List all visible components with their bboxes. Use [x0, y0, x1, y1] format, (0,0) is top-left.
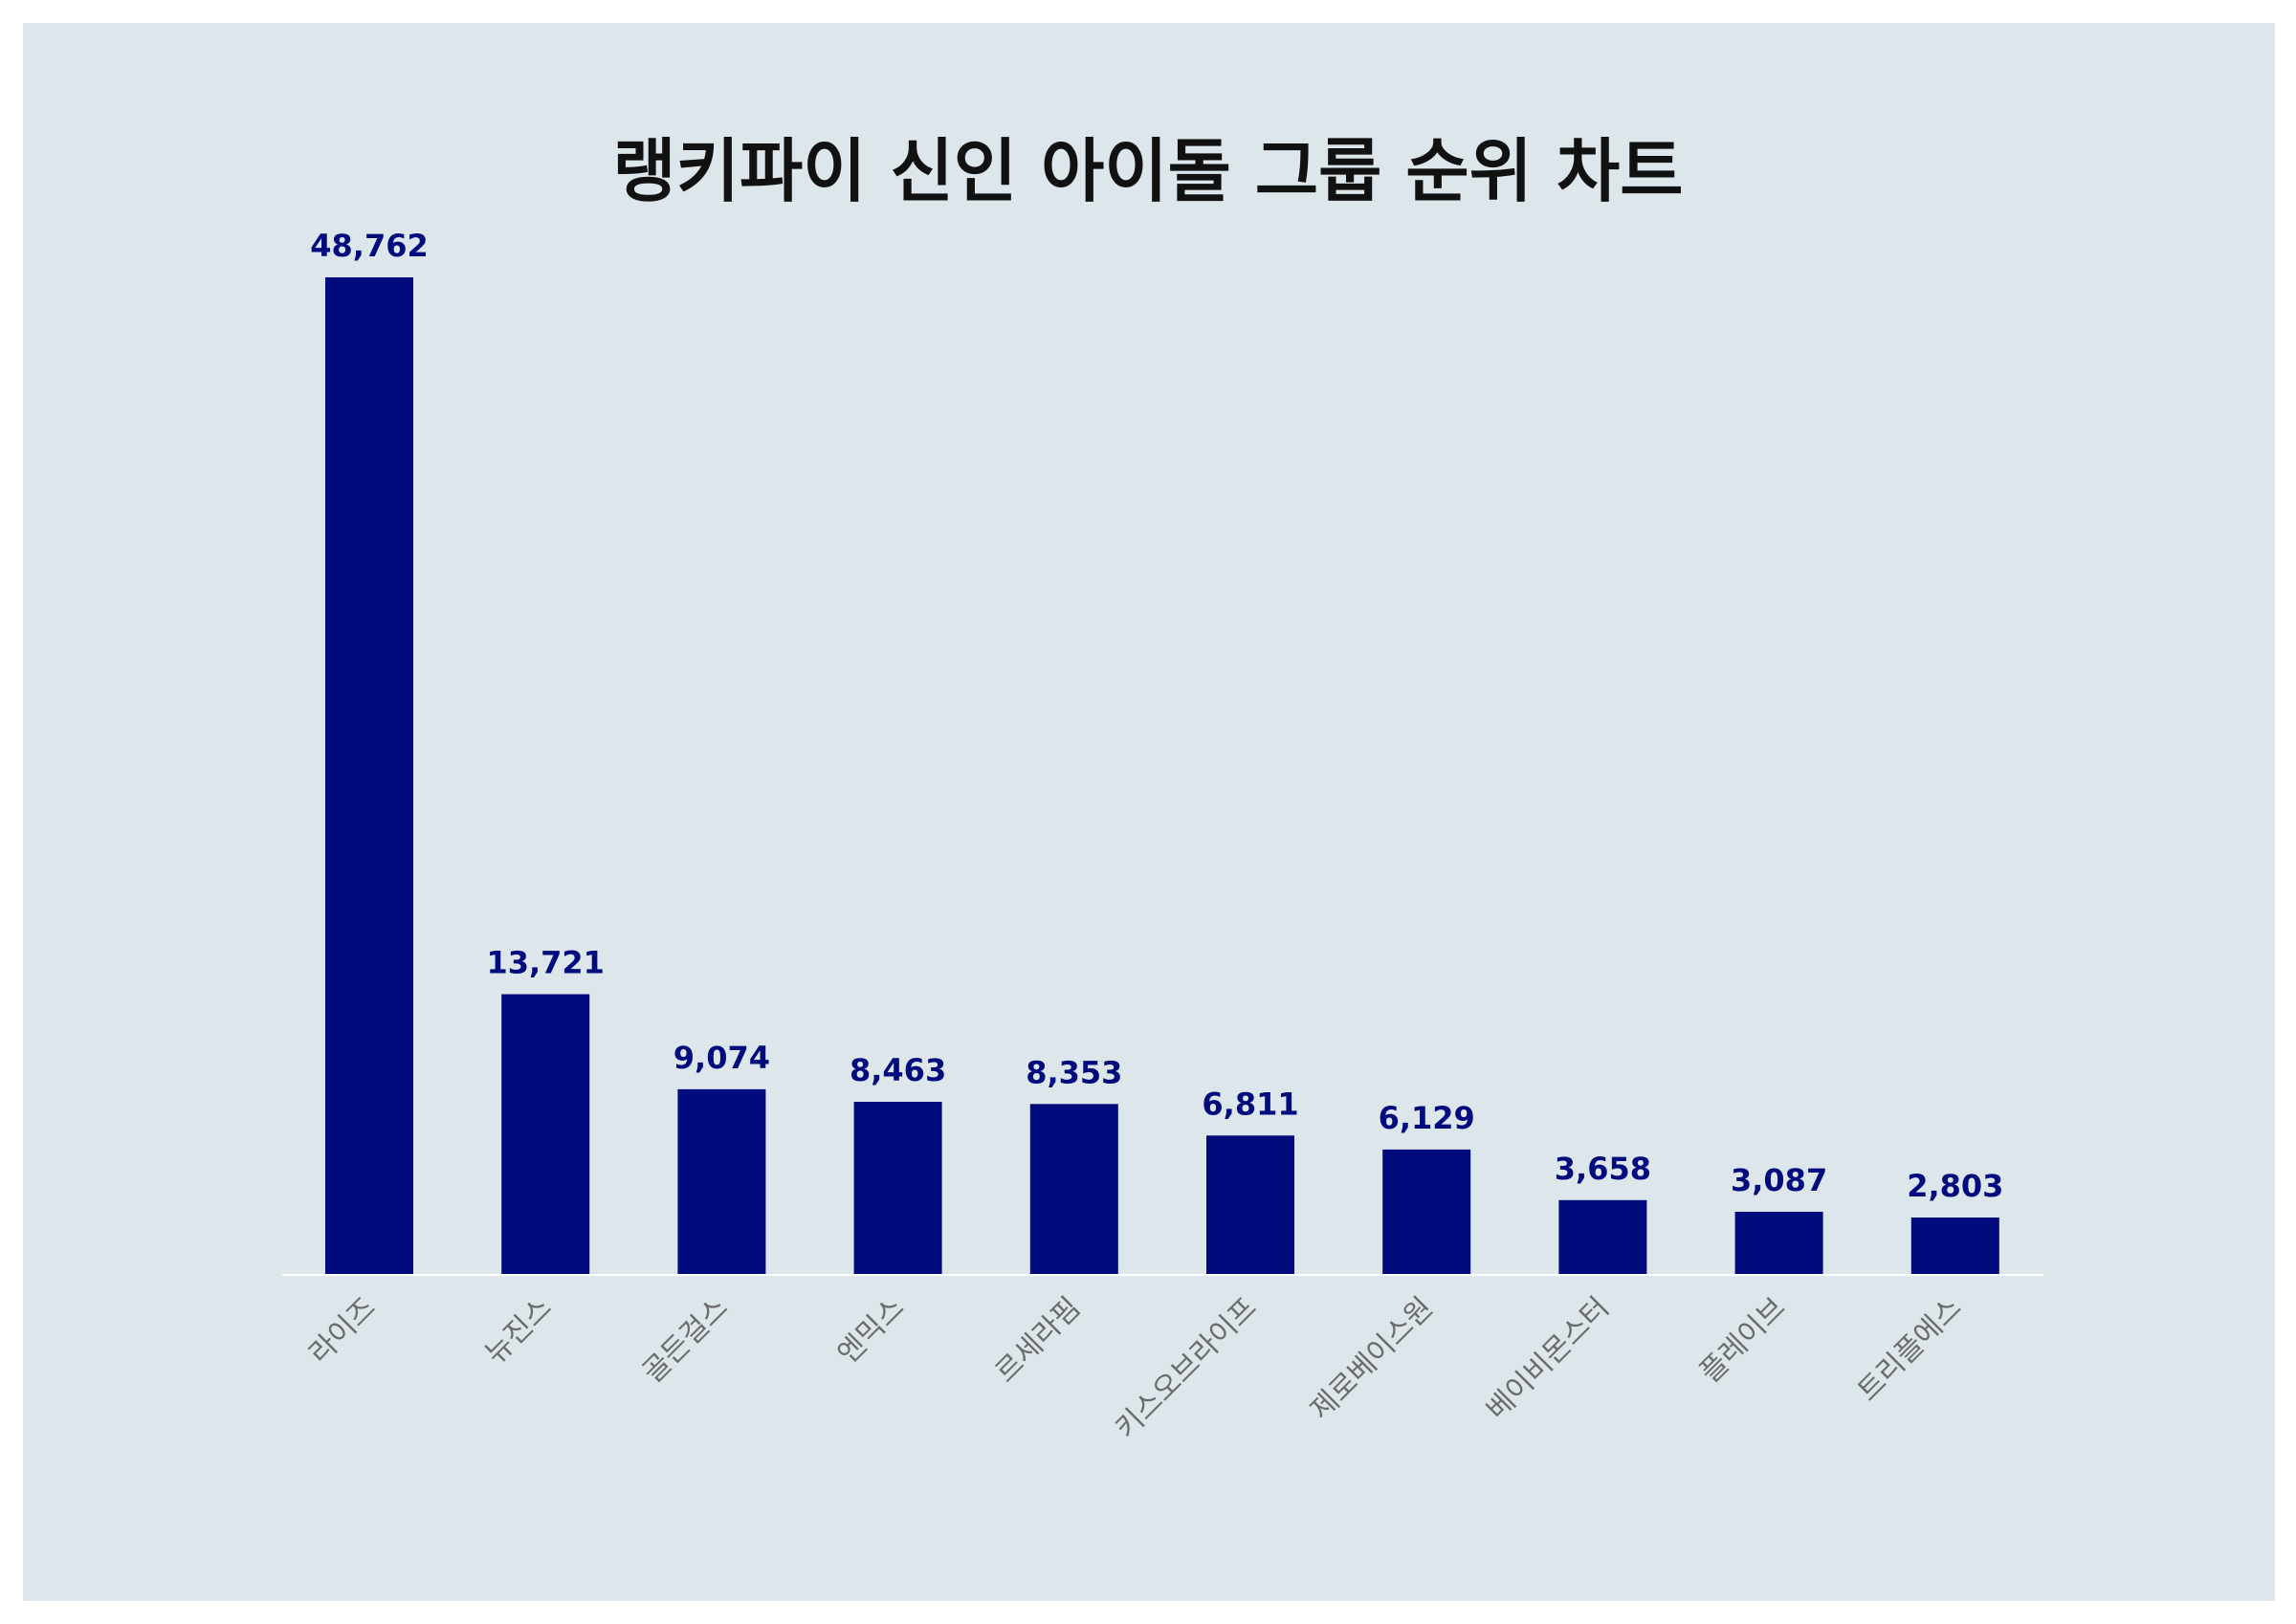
- bar-6: [1206, 1135, 1294, 1275]
- chart-title: 랭키파이 신인 아이돌 그룹 순위 차트: [612, 131, 1684, 211]
- bar-2: [501, 994, 590, 1275]
- value-label: 6,811: [1202, 1086, 1298, 1122]
- bar-9: [1734, 1212, 1823, 1275]
- x-tick-label: 플레이브: [1693, 1291, 1792, 1390]
- x-tick-label: 뉴진스: [479, 1291, 559, 1371]
- value-label: 8,353: [1026, 1054, 1122, 1090]
- value-label: 13,721: [486, 945, 604, 981]
- value-label: 48,762: [310, 228, 428, 264]
- x-tick-label: 트리플에스: [1851, 1291, 1968, 1408]
- x-tick-label: 골든걸스: [636, 1291, 735, 1390]
- x-tick-label: 르세라핌: [989, 1291, 1088, 1390]
- bar-7: [1382, 1149, 1471, 1275]
- x-tick-label: 라이즈: [302, 1291, 382, 1371]
- bar-10: [1910, 1218, 1999, 1275]
- value-label: 8,463: [850, 1052, 946, 1088]
- x-tick-label: 베이비몬스터: [1480, 1291, 1616, 1427]
- value-label: 6,129: [1379, 1100, 1475, 1136]
- bar-8: [1558, 1199, 1647, 1275]
- value-label: 2,803: [1907, 1168, 2003, 1204]
- value-label: 9,074: [673, 1040, 770, 1076]
- x-tick-label: 키스오브라이프: [1109, 1291, 1263, 1445]
- x-tick-label: 제로베이스원: [1304, 1291, 1440, 1427]
- bar-5: [1029, 1104, 1118, 1275]
- bar-3: [677, 1088, 766, 1275]
- value-label: 3,087: [1731, 1162, 1827, 1198]
- x-tick-label: 엔믹스: [831, 1291, 911, 1371]
- value-label: 3,658: [1555, 1151, 1651, 1187]
- bar-4: [853, 1102, 942, 1275]
- bar-1: [325, 277, 413, 1275]
